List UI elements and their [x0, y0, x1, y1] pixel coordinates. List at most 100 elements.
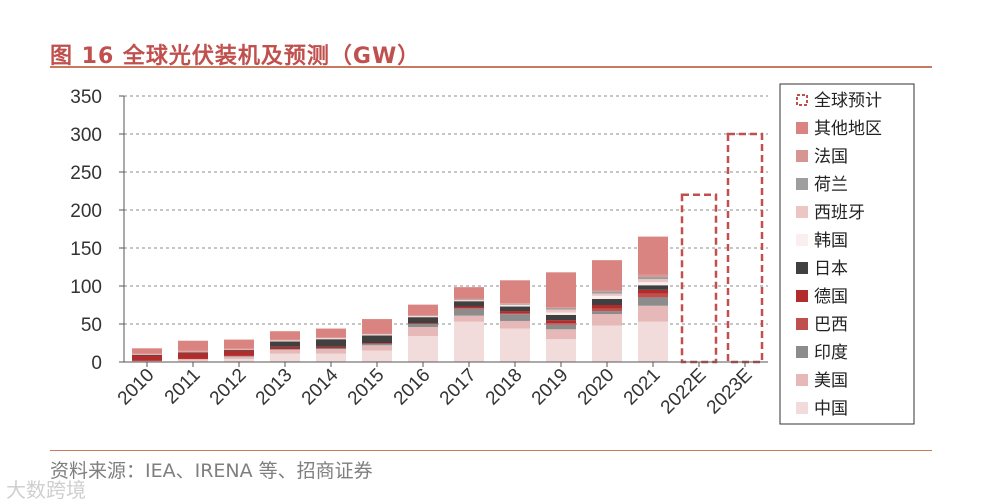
legend-swatch	[796, 206, 808, 218]
bar-segment	[454, 300, 484, 301]
bar-segment	[224, 355, 254, 357]
bar-segment	[500, 328, 530, 362]
bar-segment	[362, 345, 392, 351]
bar-segment	[132, 355, 162, 361]
y-tick-label: 150	[70, 239, 102, 260]
y-tick-label: 250	[70, 163, 102, 184]
bar-segment	[270, 349, 300, 350]
legend-label: 印度	[814, 343, 848, 363]
bar-segment	[362, 334, 392, 336]
y-tick-label: 300	[70, 125, 102, 146]
bar-segment	[592, 298, 622, 305]
bar-segment	[454, 287, 484, 299]
bar-segment	[500, 304, 530, 306]
bar-segment	[408, 304, 438, 316]
y-tick-label: 100	[70, 277, 102, 298]
x-tick-label: 2010	[114, 365, 159, 410]
bar-segment	[270, 339, 300, 341]
bar-segment	[500, 305, 530, 307]
bar-segment	[592, 291, 622, 294]
bar-segment	[454, 321, 484, 362]
source-note: 资料来源：IEA、IRENA 等、招商证券	[50, 460, 373, 482]
bar-segment	[592, 305, 622, 309]
bar-segment	[132, 354, 162, 356]
legend-label: 德国	[814, 287, 848, 307]
legend-swatch	[796, 262, 808, 274]
bar-segment	[178, 350, 208, 352]
bar-segment	[546, 309, 576, 313]
bar-segment	[592, 295, 622, 299]
bar-segment	[546, 312, 576, 315]
bar-segment	[178, 351, 208, 353]
bar-segment	[454, 308, 484, 316]
bar-segment	[362, 319, 392, 334]
bar-segment	[454, 306, 484, 309]
bar-segment	[638, 285, 668, 290]
bar-segment	[224, 358, 254, 362]
bar-segment	[316, 353, 346, 362]
forecast-bar	[680, 193, 718, 364]
bar-segment	[270, 341, 300, 347]
bar-segment	[500, 311, 530, 314]
bar-segment	[132, 360, 162, 362]
bar-segment	[362, 334, 392, 335]
legend-label: 荷兰	[814, 175, 848, 195]
x-tick-label: 2018	[482, 365, 527, 410]
bar-segment	[316, 338, 346, 340]
legend-label: 日本	[814, 259, 848, 279]
bar-segment	[132, 354, 162, 355]
bar-segment	[500, 303, 530, 304]
bar-segment	[408, 324, 438, 328]
bar-segment	[638, 321, 668, 362]
bar-segment	[316, 346, 346, 349]
x-tick-label: 2022E	[657, 365, 711, 419]
bar-segment	[224, 349, 254, 350]
bar-segment	[546, 339, 576, 362]
bar-segment	[316, 339, 346, 347]
x-tick-label: 2015	[344, 365, 389, 410]
x-tick-label: 2016	[390, 365, 435, 410]
bar-segment	[592, 290, 622, 292]
bar-segment	[316, 349, 346, 354]
bar-segment	[500, 320, 530, 329]
legend-label: 其他地区	[814, 119, 882, 139]
bar-segment	[546, 314, 576, 321]
bar-segment	[178, 352, 208, 359]
y-tick-label: 0	[91, 353, 102, 374]
bar-segment	[592, 325, 622, 362]
x-tick-label: 2023E	[703, 365, 757, 419]
x-axis: 2010 2011 2012 2013 2014 2015 2016 2017 2018 2019…	[114, 361, 768, 419]
bar-segment	[178, 340, 208, 351]
bar-segment	[546, 323, 576, 325]
bar-segment	[546, 307, 576, 309]
bar-segment	[132, 353, 162, 355]
bar-segment	[270, 340, 300, 342]
bar-segment	[546, 320, 576, 324]
legend-swatch	[796, 290, 808, 302]
bar-segment	[454, 300, 484, 302]
bar-segment	[270, 349, 300, 354]
bar-segment	[500, 280, 530, 304]
bar-segment	[592, 293, 622, 296]
watermark-logo: 大数跨境	[6, 478, 86, 502]
bar-segment	[454, 315, 484, 322]
bar-segment	[270, 340, 300, 341]
bar-segment	[316, 337, 346, 339]
bar-segment	[362, 350, 392, 362]
bar-segment	[454, 301, 484, 307]
bar-segment	[546, 329, 576, 340]
bar-segment	[500, 303, 530, 305]
bar-segment	[316, 348, 346, 350]
bar-segment	[592, 308, 622, 312]
bar-segment	[638, 297, 668, 306]
bar-segment	[500, 314, 530, 321]
bar-segment	[178, 358, 208, 361]
bar-segment	[224, 339, 254, 349]
bars	[132, 132, 764, 364]
bar-segment	[408, 323, 438, 324]
x-tick-label: 2017	[436, 365, 481, 410]
legend-swatch	[796, 122, 808, 134]
bar-segment	[408, 317, 438, 324]
figure-title: 图 16 全球光伏装机及预测（GW）	[50, 44, 421, 69]
